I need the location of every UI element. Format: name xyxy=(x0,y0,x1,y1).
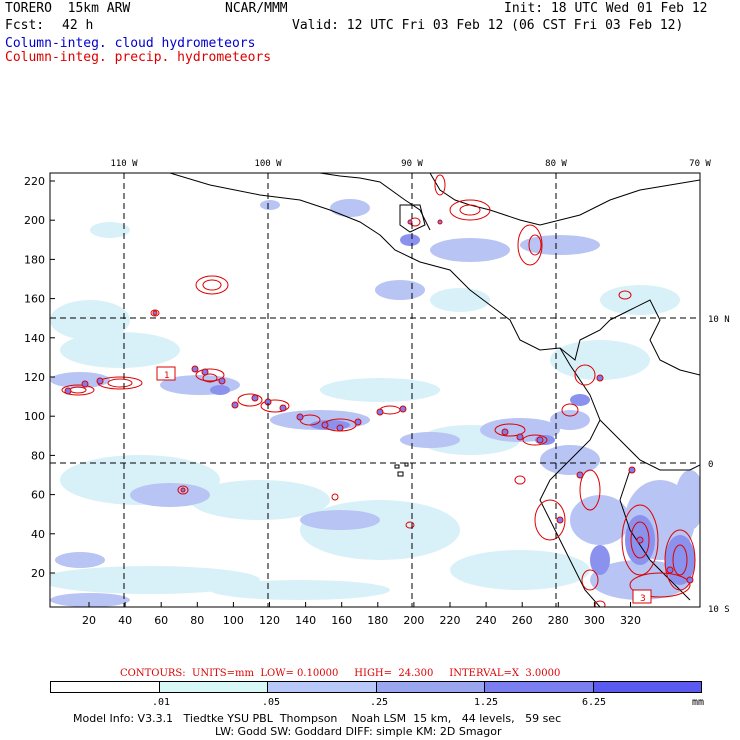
x-tick-label: 120 xyxy=(259,614,280,627)
x-tick-label: 260 xyxy=(512,614,533,627)
contour-label-boxes xyxy=(156,366,652,604)
coastlines xyxy=(169,173,700,607)
x-tick-label: 100 xyxy=(223,614,244,627)
x-tick-label: 80 xyxy=(190,614,204,627)
y-tick-label: 180 xyxy=(24,253,45,266)
x-tick-label: 280 xyxy=(548,614,569,627)
fcst-label: Fcst: xyxy=(5,18,45,33)
x-tick-label: 20 xyxy=(82,614,96,627)
y-tick-label: 200 xyxy=(24,214,45,227)
model-info-line2: LW: Godd SW: Goddard DIFF: simple KM: 2D… xyxy=(215,725,502,738)
fcst-value: 42 h xyxy=(62,18,94,33)
map-frame xyxy=(49,172,701,608)
x-tick-label: 300 xyxy=(584,614,605,627)
colorbar-bin-0 xyxy=(51,682,160,692)
colorbar-units: mm xyxy=(692,697,705,708)
x-tick-label: 220 xyxy=(440,614,461,627)
colorbar-bin-4 xyxy=(485,682,594,692)
model-title: TORERO 15km ARW xyxy=(5,1,131,16)
center-label: NCAR/MMM xyxy=(225,1,288,16)
lat-label-10s: 10 S xyxy=(708,605,730,615)
lon-label-70w: 70 W xyxy=(689,159,711,169)
y-tick-label: 160 xyxy=(24,293,45,306)
valid-time: Valid: 12 UTC Fri 03 Feb 12 (06 CST Fri … xyxy=(292,18,684,33)
x-tick-label: 160 xyxy=(331,614,352,627)
precip-cores xyxy=(64,219,694,584)
colorbar-bin-2 xyxy=(268,682,377,692)
lon-label-90w: 90 W xyxy=(401,159,423,169)
colorbar-label-25: .25 xyxy=(370,697,389,708)
colorbar-bin-3 xyxy=(376,682,485,692)
x-tick-label: 240 xyxy=(476,614,497,627)
colorbar-label-01: .01 xyxy=(152,697,171,708)
init-time: Init: 18 UTC Wed 01 Feb 12 xyxy=(504,1,708,16)
y-tick-label: 20 xyxy=(31,567,45,580)
contour-label-1: 1 xyxy=(164,371,170,381)
lat-label-0: 0 xyxy=(708,460,713,470)
x-tick-label: 140 xyxy=(295,614,316,627)
lon-label-100w: 100 W xyxy=(254,159,282,169)
field-precip-label: Column-integ. precip. hydrometeors xyxy=(5,50,272,65)
colorbar-label-125: 1.25 xyxy=(474,697,499,708)
graticule xyxy=(50,173,700,607)
y-tick-label: 140 xyxy=(24,332,45,345)
lon-label-80w: 80 W xyxy=(545,159,567,169)
y-grid-ticks: 220 200 180 160 140 120 100 80 60 40 20 xyxy=(24,175,55,580)
y-tick-label: 220 xyxy=(24,175,45,188)
colorbar-label-625: 6.25 xyxy=(582,697,607,708)
cloud-shading xyxy=(50,199,700,607)
y-tick-label: 40 xyxy=(31,528,45,541)
x-tick-label: 40 xyxy=(118,614,132,627)
x-tick-label: 60 xyxy=(154,614,168,627)
x-grid-ticks: 20 40 60 80 100 120 140 160 180 200 220 240 260 280 30… xyxy=(82,602,641,627)
y-tick-label: 100 xyxy=(24,410,45,423)
lon-label-110w: 110 W xyxy=(110,159,138,169)
contour-info: CONTOURS: UNITS=mm LOW= 0.10000 HIGH= 24… xyxy=(120,668,561,679)
x-tick-label: 200 xyxy=(403,614,424,627)
colorbar-label-05: .05 xyxy=(262,697,281,708)
field-cloud-label: Column-integ. cloud hydrometeors xyxy=(5,36,256,51)
y-tick-label: 60 xyxy=(31,489,45,502)
y-tick-label: 120 xyxy=(24,371,45,384)
y-tick-label: 80 xyxy=(31,449,45,462)
lat-label-10n: 10 N xyxy=(708,315,730,325)
x-tick-label: 180 xyxy=(367,614,388,627)
x-tick-label: 320 xyxy=(620,614,641,627)
colorbar-bin-1 xyxy=(159,682,268,692)
model-info-line1: Model Info: V3.3.1 Tiedtke YSU PBL Thomp… xyxy=(73,712,562,725)
colorbar-bin-5 xyxy=(593,682,701,692)
colorbar xyxy=(50,681,702,693)
contour-label-3: 3 xyxy=(640,594,646,604)
